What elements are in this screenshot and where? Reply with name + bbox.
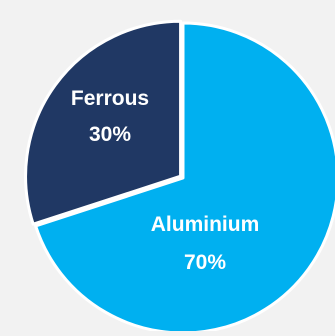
pie-labels: Aluminium 70% Ferrous 30% [71,87,259,274]
slice-label-aluminium: Aluminium [151,213,260,236]
slice-label-ferrous: Ferrous [71,87,149,110]
slice-value-aluminium: 70% [184,251,226,274]
slice-value-ferrous: 30% [89,123,131,146]
pie-slice-aluminium [34,21,335,335]
pie-slice-ferrous [24,19,183,226]
pie-slices [24,19,335,335]
